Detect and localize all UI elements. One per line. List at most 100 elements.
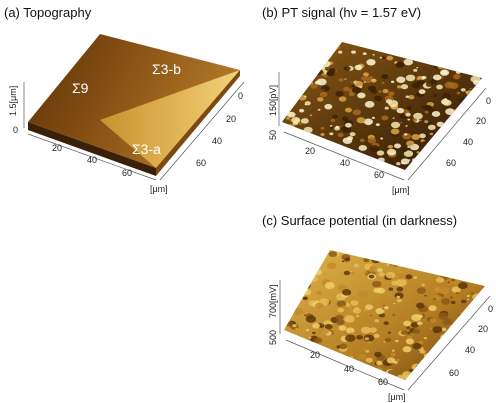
texture-blob [427,154,429,156]
texture-blob [406,42,412,47]
texture-blob [321,373,329,379]
texture-blob [405,263,411,267]
texture-blob [449,127,451,129]
texture-blob [298,298,301,300]
texture-blob [405,125,407,127]
texture-blob [364,82,366,83]
panel-title: (a) Topography [4,5,92,20]
texture-blob [290,351,297,356]
texture-blob [312,332,315,334]
texture-blob [316,291,322,295]
texture-blob [391,281,398,286]
texture-blob [365,304,373,310]
texture-blob [412,118,417,121]
texture-blob [343,87,350,92]
texture-blob [357,92,365,98]
texture-blob [322,162,331,168]
texture-blob [386,272,395,278]
texture-blob [368,86,376,92]
texture-blob [422,76,427,79]
texture-blob [377,252,384,257]
texture-blob [361,327,371,334]
texture-blob [357,249,366,255]
texture-blob [312,269,321,276]
texture-blob [372,117,375,119]
texture-blob [378,158,385,163]
texture-blob [453,145,457,148]
texture-blob [466,277,469,279]
texture-blob [472,300,478,304]
texture-blob [320,133,324,136]
z-tick: 500 [268,330,278,345]
texture-blob [456,125,463,130]
texture-blob [416,303,424,309]
texture-blob [459,253,467,258]
texture-blob [435,356,443,362]
texture-blob [389,262,396,267]
texture-blob [320,92,328,97]
texture-blob [428,160,435,165]
x-tick: 20 [52,143,62,153]
texture-blob [419,156,422,158]
texture-blob [383,89,389,93]
texture-blob [289,96,296,101]
texture-blob [358,363,367,369]
texture-blob [424,120,428,123]
texture-blob [405,274,412,279]
texture-blob [432,111,440,117]
texture-blob [391,122,400,128]
texture-blob [478,261,480,263]
texture-blob [437,141,445,146]
texture-blob [403,346,412,352]
texture-blob [416,67,418,68]
texture-blob [437,355,444,360]
texture-blob [370,266,376,270]
texture-blob [419,51,428,57]
texture-blob [454,149,464,156]
texture-blob [295,53,303,58]
texture-blob [345,123,352,128]
texture-blob [442,143,450,149]
texture-blob [376,361,382,365]
texture-blob [400,122,402,124]
texture-blob [385,107,389,110]
texture-blob [461,336,464,338]
y-tick: 0 [488,304,493,314]
texture-blob [376,367,382,371]
texture-blob [367,341,372,345]
texture-blob [438,52,447,59]
texture-blob [466,378,468,380]
texture-blob [450,60,459,66]
texture-blob [442,166,445,168]
texture-blob [384,321,389,325]
texture-blob [398,43,407,49]
texture-blob [442,131,446,134]
texture-blob [311,135,316,138]
texture-blob [477,66,484,71]
texture-blob [428,305,436,311]
texture-blob [319,44,325,48]
texture-blob [459,128,464,131]
texture-blob [451,301,456,304]
texture-blob [338,51,342,54]
texture-blob [388,91,395,96]
texture-blob [417,314,423,318]
texture-blob [294,251,300,255]
texture-blob [414,276,417,278]
texture-blob [417,287,426,294]
y-tick: 40 [212,136,222,146]
texture-blob [339,96,347,101]
texture-blob [311,266,319,271]
texture-blob [286,149,289,151]
texture-blob [351,82,353,84]
texture-blob [449,266,460,274]
texture-blob [378,272,384,276]
texture-blob [296,52,301,56]
texture-blob [453,365,456,367]
texture-blob [450,297,452,299]
texture-blob [452,45,460,51]
texture-blob [392,314,395,316]
texture-blob [382,56,386,59]
texture-blob [467,276,471,279]
texture-blob [380,138,383,140]
